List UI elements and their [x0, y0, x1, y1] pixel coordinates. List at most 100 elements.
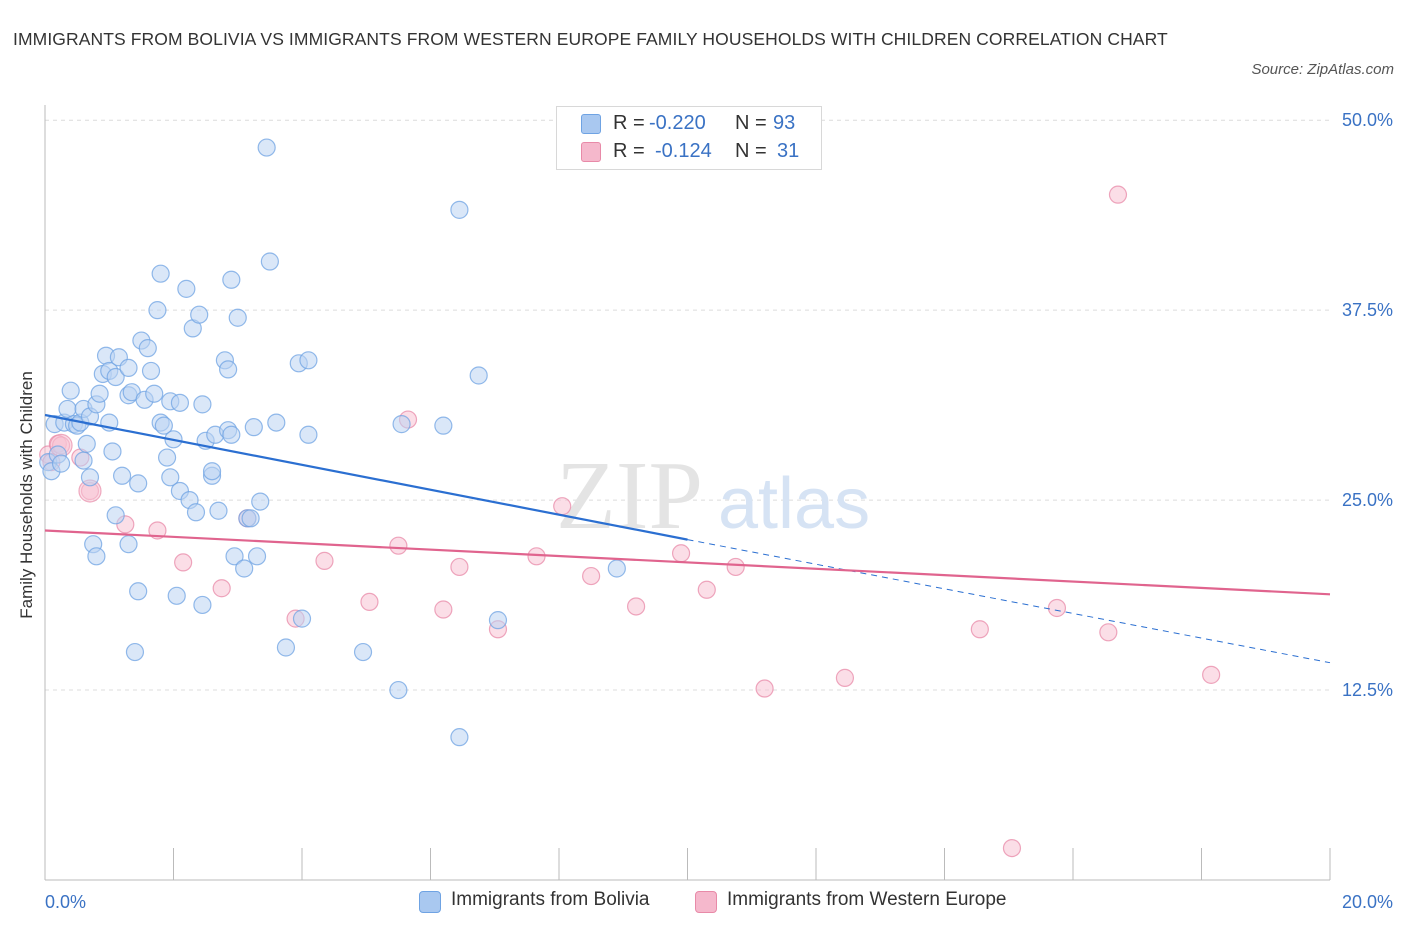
bolivia-point: [488, 611, 508, 630]
bolivia-point: [190, 305, 209, 324]
bottom-legend-label: Immigrants from Bolivia: [451, 889, 650, 910]
western-europe-point: [1002, 838, 1022, 858]
legend-n-label: N =: [735, 140, 767, 162]
y-tick-labels: 12.5% 25.0% 37.5% 50.0%: [1342, 110, 1393, 700]
western-europe-point: [450, 557, 469, 577]
western-europe-trend-line: [44, 529, 1331, 596]
bolivia-point: [119, 358, 138, 377]
bolivia-point: [392, 415, 411, 434]
bolivia-point: [292, 609, 312, 628]
bolivia-point: [235, 559, 254, 578]
bolivia-point: [80, 468, 100, 487]
western-europe-point: [389, 536, 408, 555]
bolivia-point: [202, 462, 222, 481]
bolivia-point: [469, 366, 488, 385]
western-europe-point: [527, 547, 546, 566]
western-europe-point: [697, 580, 716, 599]
watermark-zip: ZIP: [556, 442, 703, 550]
bolivia-point: [251, 492, 270, 511]
bolivia-point: [129, 474, 148, 493]
bolivia-point: [450, 728, 469, 747]
legend-swatch-western-europe: [581, 142, 601, 162]
bolivia-point: [276, 638, 296, 657]
bolivia-point: [170, 393, 190, 412]
watermark: ZIP atlas: [556, 442, 870, 550]
western-europe-point: [553, 497, 572, 516]
bolivia-point: [58, 399, 77, 419]
bolivia-point: [450, 200, 469, 219]
bolivia-point: [90, 384, 109, 403]
bolivia-point: [87, 547, 106, 566]
bolivia-point: [125, 642, 145, 662]
x-tick-label: 0.0%: [45, 892, 86, 912]
y-tick-label: 50.0%: [1342, 110, 1393, 130]
bolivia-point: [103, 442, 122, 461]
bolivia-point: [161, 468, 180, 487]
bolivia-point: [228, 308, 247, 327]
bolivia-point: [74, 451, 93, 470]
bolivia-point: [106, 367, 125, 387]
bolivia-point: [389, 680, 408, 700]
correlation-legend: R = -0.220 N = 93 R = -0.124 N = 31: [556, 106, 822, 170]
western-europe-point: [970, 620, 989, 639]
western-europe-point: [755, 679, 774, 698]
bolivia-point: [186, 503, 206, 522]
watermark-atlas: atlas: [718, 464, 870, 544]
y-axis-label: Family Households with Children: [17, 371, 36, 619]
western-europe-point: [671, 544, 691, 563]
bolivia-point: [353, 642, 373, 662]
legend-r-label: R =: [613, 112, 645, 134]
bolivia-point: [434, 416, 453, 435]
bolivia-point: [267, 413, 286, 432]
bolivia-point: [129, 582, 148, 601]
western-europe-point: [1099, 623, 1118, 642]
western-europe-point: [434, 600, 453, 619]
bolivia-point: [193, 395, 212, 414]
y-tick-label: 12.5%: [1342, 680, 1393, 700]
legend-n-value: 93: [773, 112, 796, 134]
series-bolivia-points: [39, 138, 626, 747]
bolivia-point: [77, 434, 96, 453]
western-europe-point: [1047, 598, 1067, 618]
bolivia-point: [241, 509, 260, 528]
bolivia-point: [145, 384, 164, 403]
bottom-legend-swatch-western-europe: [695, 891, 717, 913]
bolivia-point: [167, 586, 186, 605]
legend-r-value: -0.220: [649, 112, 706, 134]
bolivia-trend-extension: [687, 539, 1331, 664]
axes: [44, 105, 1331, 881]
bolivia-point: [209, 501, 228, 520]
western-europe-point: [1202, 665, 1221, 684]
bolivia-point: [299, 425, 318, 444]
bolivia-trend-line: [44, 413, 688, 541]
legend-n-value: 31: [777, 140, 800, 162]
x-tick-label: 20.0%: [1342, 892, 1393, 912]
chart-title: IMMIGRANTS FROM BOLIVIA VS IMMIGRANTS FR…: [13, 29, 1168, 49]
bolivia-point: [257, 138, 276, 157]
bolivia-point: [106, 506, 125, 525]
bolivia-point: [260, 252, 279, 271]
y-tick-label: 37.5%: [1342, 300, 1393, 320]
legend-swatch-bolivia: [581, 114, 601, 134]
western-europe-point: [212, 579, 231, 598]
legend-r-value: -0.124: [655, 140, 712, 162]
bolivia-point: [138, 339, 157, 358]
bolivia-point: [299, 351, 318, 370]
x-tick-labels: 0.0% 20.0%: [45, 892, 1393, 912]
bolivia-point: [607, 559, 626, 578]
bolivia-point: [222, 270, 241, 289]
bottom-legend-label: Immigrants from Western Europe: [727, 889, 1007, 910]
legend-r-label: R =: [613, 140, 645, 162]
bolivia-point: [112, 466, 132, 485]
bolivia-point: [119, 535, 138, 554]
bolivia-point: [157, 448, 177, 467]
western-europe-point: [315, 551, 334, 570]
legend-n-label: N =: [735, 112, 767, 134]
western-europe-point: [148, 521, 167, 540]
bolivia-point: [151, 264, 170, 283]
bolivia-point: [51, 454, 71, 473]
bottom-legend-swatch-bolivia: [419, 891, 441, 913]
source-credit: Source: ZipAtlas.com: [1251, 61, 1394, 78]
bolivia-point: [244, 418, 263, 437]
